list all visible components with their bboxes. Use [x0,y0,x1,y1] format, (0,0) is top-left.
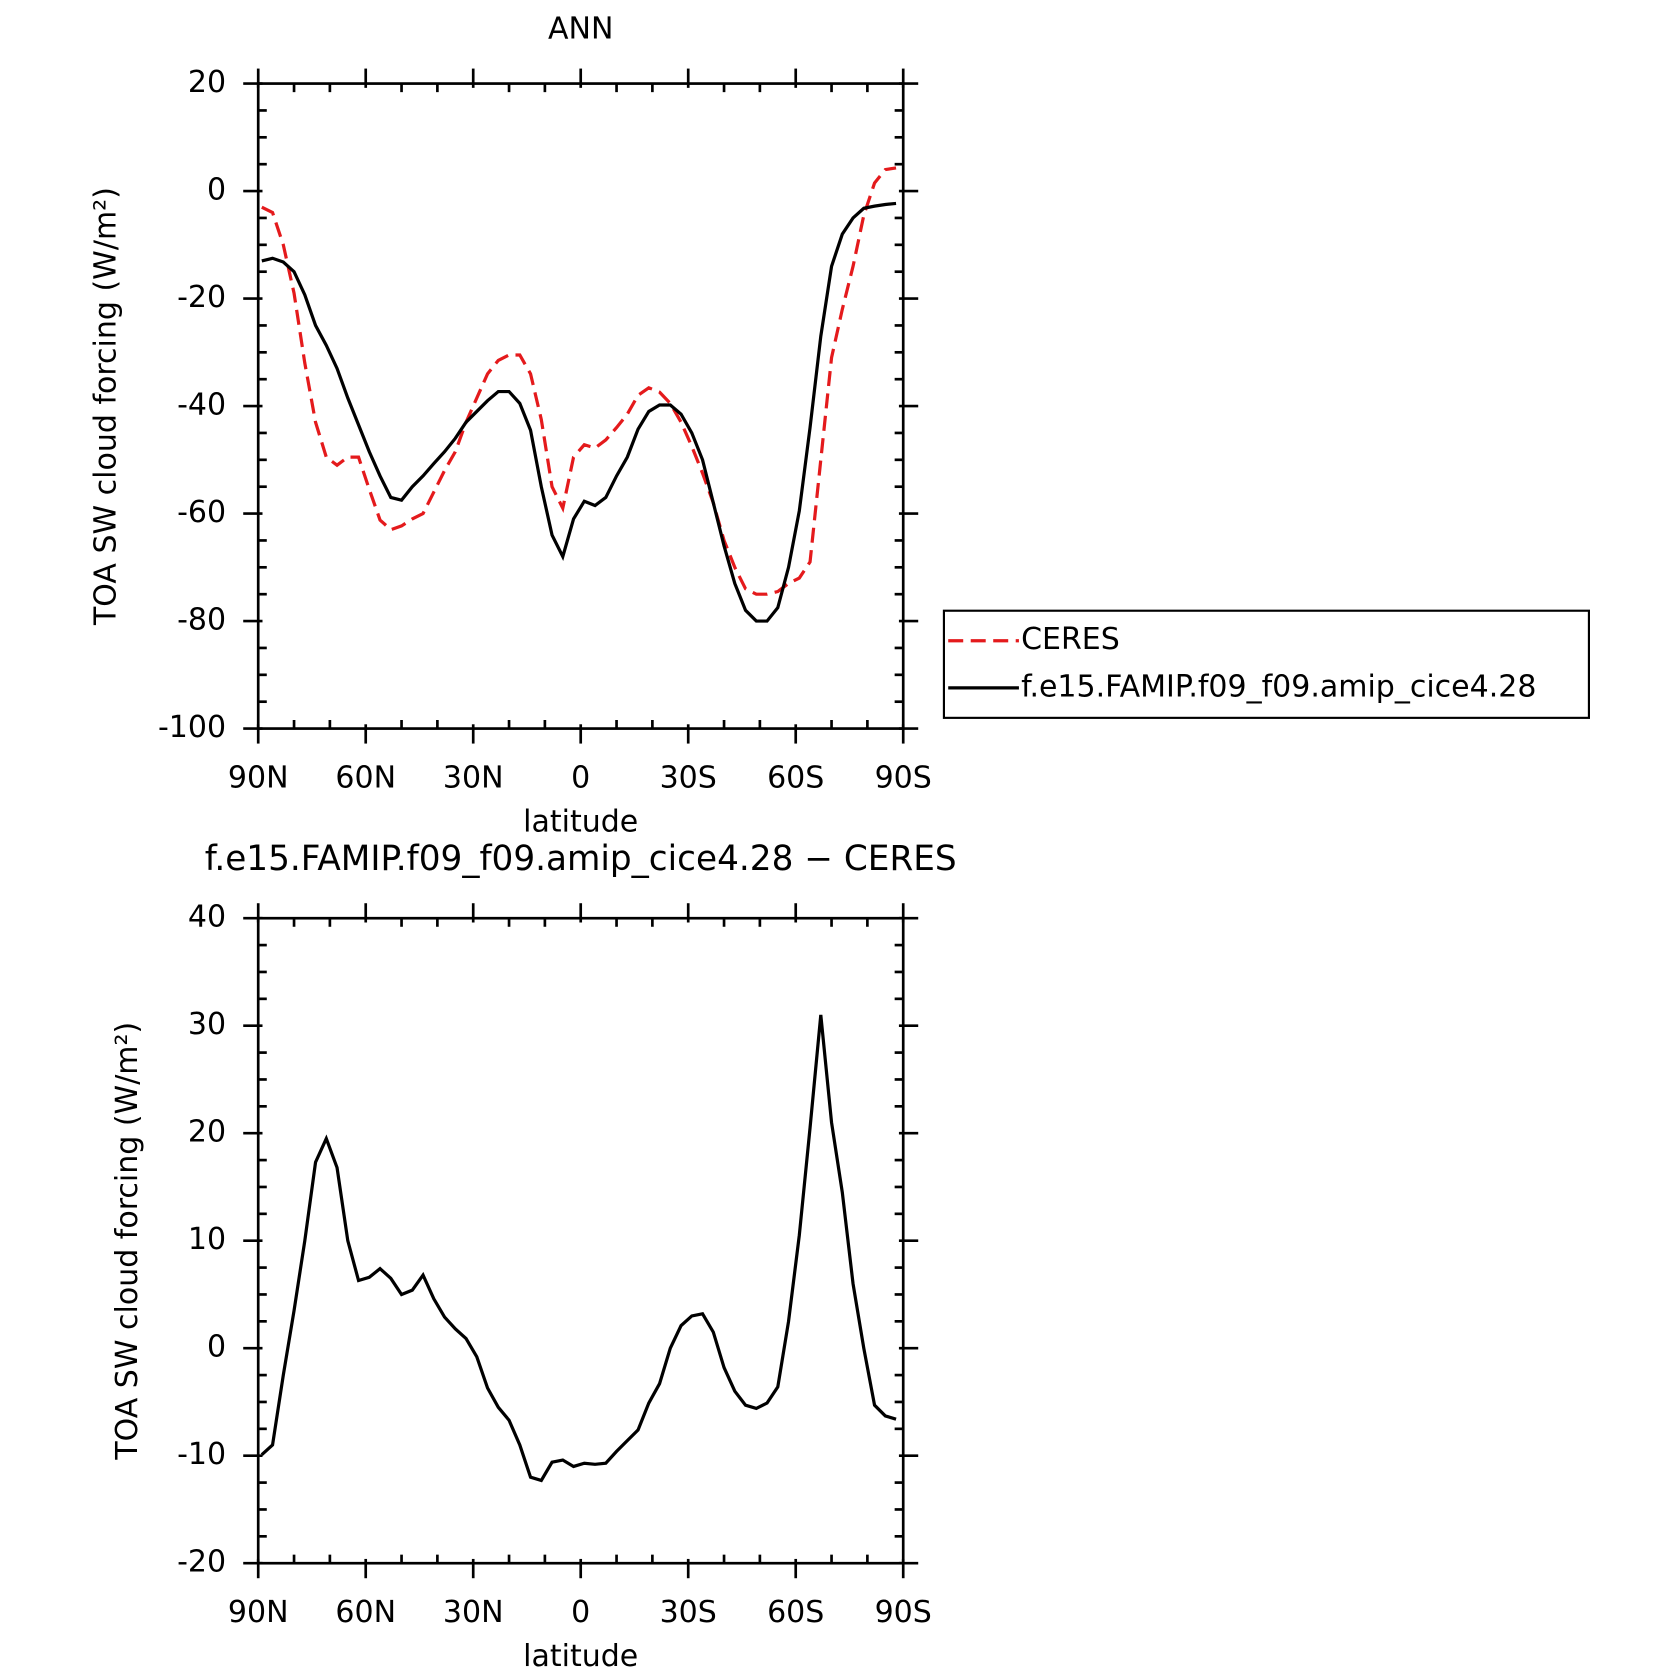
y-tick-label: 20 [188,65,226,100]
plot-frame [256,916,905,1565]
plot-frame [256,82,905,730]
y-tick-label: -40 [177,388,226,423]
y-tick-label: 30 [188,1007,226,1042]
x-tick-label: 30N [443,1595,504,1630]
x-axis-label: latitude [523,804,638,839]
chart-title: f.e15.FAMIP.f09_f09.amip_cice4.28 − CERE… [205,839,957,879]
x-tick-label: 60N [335,1595,396,1630]
x-tick-label: 60S [767,760,824,795]
y-tick-label: 40 [188,900,226,935]
x-tick-label: 90N [228,760,289,795]
y-tick-label: 10 [188,1222,226,1257]
legend-label: CERES [1021,622,1120,657]
y-tick-label: -60 [177,495,226,530]
x-tick-label: 30N [443,760,504,795]
axes [243,903,919,1579]
y-axis-label: TOA SW cloud forcing (W/m²) [110,1022,145,1461]
x-tick-label: 90S [875,760,932,795]
data-line [261,166,897,596]
x-tick-label: 90N [228,1595,289,1630]
x-tick-label: 0 [571,1595,590,1630]
y-tick-label: -10 [177,1437,226,1472]
axes [243,68,919,744]
legend-label: f.e15.FAMIP.f09_f09.amip_cice4.28 [1021,669,1536,704]
y-tick-label: 0 [207,173,226,208]
chart-title: ANN [548,12,613,47]
data-line [261,201,897,623]
x-tick-label: 60N [335,760,396,795]
y-tick-label: 0 [207,1330,226,1365]
x-tick-label: 30S [660,760,717,795]
y-tick-label: 20 [188,1115,226,1150]
x-axis-label: latitude [523,1639,638,1674]
legend-box [942,609,1590,719]
x-tick-label: 0 [571,760,590,795]
y-axis-label: TOA SW cloud forcing (W/m²) [89,187,124,626]
y-tick-label: -20 [177,280,226,315]
y-tick-label: -80 [177,603,226,638]
x-tick-label: 90S [875,1595,932,1630]
y-tick-label: -100 [158,710,226,745]
x-tick-label: 30S [660,1595,717,1630]
x-tick-label: 60S [767,1595,824,1630]
y-tick-label: -20 [177,1545,226,1580]
data-line [260,1014,897,1483]
